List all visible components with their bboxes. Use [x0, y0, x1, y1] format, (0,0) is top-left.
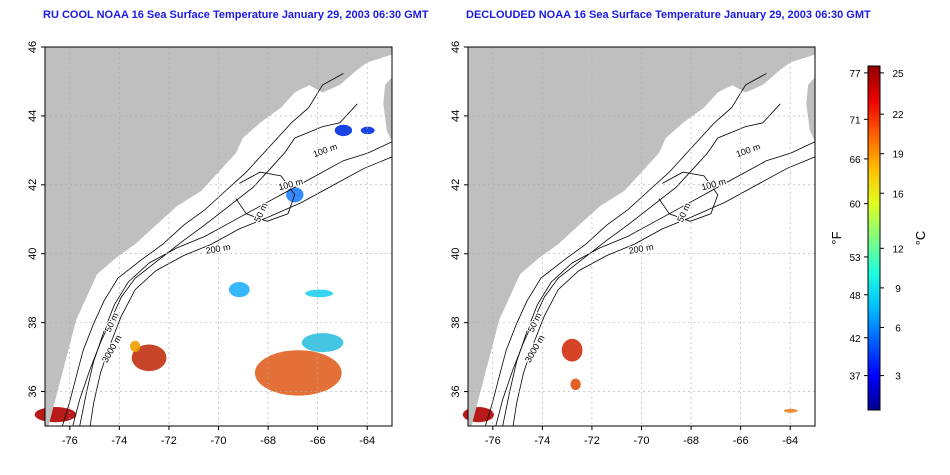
lat-tick-label: 44 [450, 110, 462, 122]
isobath-200m [502, 141, 816, 427]
fahrenheit-axis-label: °F [829, 231, 844, 244]
lat-tick-label: 46 [450, 41, 462, 53]
sst-patch-east [360, 126, 375, 135]
fahrenheit-tick-label: 66 [849, 155, 861, 166]
lon-tick-label: -74 [111, 435, 127, 447]
lon-tick-label: -72 [161, 435, 177, 447]
lon-tick-label: -76 [485, 435, 501, 447]
isobath-3000m [512, 156, 816, 427]
celsius-tick-label: 25 [892, 69, 904, 80]
sst-patch-gulf-stream [561, 338, 583, 362]
fahrenheit-tick-label: 42 [849, 334, 861, 345]
isobath-50m [485, 73, 767, 427]
isobath-georges-bank [235, 171, 296, 222]
right-map-title: DECLOUDED NOAA 16 Sea Surface Temperatur… [466, 9, 871, 21]
left-map-title: RU COOL NOAA 16 Sea Surface Temperature … [43, 9, 429, 21]
lon-tick-label: -68 [260, 435, 276, 447]
fahrenheit-tick-label: 77 [849, 69, 861, 80]
lon-tick-label: -66 [310, 435, 326, 447]
fahrenheit-tick-label: 60 [849, 200, 861, 211]
sst-patch-southeast [783, 408, 798, 413]
land-mainland [45, 47, 392, 426]
sst-patch-gulf-stream [131, 344, 167, 372]
sst-patch-southeast [254, 350, 342, 396]
lat-tick-label: 38 [450, 317, 462, 329]
fahrenheit-tick-label: 37 [849, 372, 861, 383]
celsius-tick-label: 9 [895, 284, 901, 295]
lat-tick-label: 42 [27, 179, 39, 191]
lat-tick-label: 44 [27, 110, 39, 122]
lat-tick-label: 42 [450, 179, 462, 191]
isobath-200m [79, 141, 393, 427]
lat-tick-label: 46 [27, 41, 39, 53]
lon-tick-label: -72 [584, 435, 600, 447]
lon-tick-label: -70 [211, 435, 227, 447]
isobath-3000m [89, 156, 393, 427]
temperature-colorbar: °F °C 77 71 66 60 53 48 42 37 25 22 19 16 12 9 6 3 [829, 65, 928, 411]
lat-tick-label: 38 [27, 317, 39, 329]
sst-patch-warm-edge [130, 340, 141, 353]
sst-patch-hatteras [34, 407, 77, 423]
lon-tick-label: -64 [359, 435, 375, 447]
lat-tick-label: 40 [450, 248, 462, 260]
land-mainland [468, 47, 815, 426]
sst-patch-slope [228, 282, 250, 298]
sst-patch-gulf-stream-tail [570, 378, 581, 390]
sst-patch-gulf-of-maine [334, 124, 353, 137]
fahrenheit-tick-label: 48 [849, 291, 861, 302]
sst-patch-offshore [305, 289, 333, 298]
land-newfoundland [806, 77, 815, 142]
celsius-axis-label: °C [913, 231, 928, 246]
lon-tick-label: -68 [683, 435, 699, 447]
land-newfoundland [383, 77, 392, 142]
lon-tick-label: -64 [782, 435, 798, 447]
lat-tick-label: 36 [450, 385, 462, 397]
celsius-tick-label: 16 [892, 189, 904, 200]
land-nova-scotia [704, 50, 777, 89]
lon-tick-label: -76 [62, 435, 78, 447]
lat-tick-label: 36 [27, 385, 39, 397]
sst-patch-hatteras [462, 407, 494, 423]
fahrenheit-tick-label: 53 [849, 253, 861, 264]
lat-tick-label: 40 [27, 248, 39, 260]
isobath-georges-bank [658, 171, 719, 222]
lon-tick-label: -70 [634, 435, 650, 447]
celsius-tick-label: 19 [892, 150, 904, 161]
isobath-50m [62, 73, 344, 427]
celsius-tick-label: 3 [895, 372, 901, 383]
celsius-tick-label: 6 [895, 323, 901, 334]
lon-tick-label: -74 [534, 435, 550, 447]
fahrenheit-tick-label: 71 [849, 115, 861, 126]
lon-tick-label: -66 [733, 435, 749, 447]
colorbar-gradient [867, 65, 881, 411]
celsius-tick-label: 22 [892, 110, 904, 121]
land-nova-scotia [281, 50, 354, 89]
sst-patch-southeast-cool [301, 333, 344, 353]
celsius-tick-label: 12 [892, 244, 904, 255]
